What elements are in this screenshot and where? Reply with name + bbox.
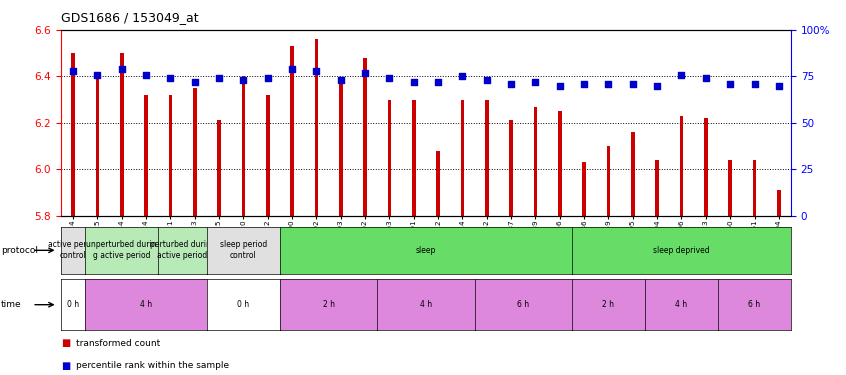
Bar (728, 160, 732, 216)
Text: 4 h: 4 h (140, 300, 152, 309)
Bar (168, 95, 173, 216)
Bar (193, 88, 196, 216)
Text: 2 h: 2 h (322, 300, 335, 309)
Bar (437, 151, 440, 216)
Bar (534, 106, 537, 216)
Text: sleep: sleep (415, 246, 437, 255)
Text: time: time (1, 300, 21, 309)
Bar (412, 100, 415, 216)
Point (748, 81, 761, 87)
Text: unperturbed durin
g active period: unperturbed durin g active period (86, 240, 157, 260)
Point (456, 74, 470, 80)
Text: 6 h: 6 h (749, 300, 761, 309)
Point (359, 70, 372, 76)
Text: protocol: protocol (1, 246, 38, 255)
Bar (290, 46, 294, 216)
Point (91, 72, 104, 78)
Text: ■: ■ (61, 361, 70, 370)
Bar (704, 118, 707, 216)
Point (699, 75, 712, 81)
Bar (607, 146, 610, 216)
Point (188, 79, 201, 85)
Point (407, 79, 420, 85)
Bar (96, 79, 99, 216)
Text: sleep period
control: sleep period control (220, 240, 267, 260)
Point (651, 83, 664, 89)
Bar (217, 120, 221, 216)
Bar (631, 132, 634, 216)
Bar (387, 100, 392, 216)
Text: 0 h: 0 h (67, 300, 80, 309)
Point (577, 81, 591, 87)
Point (212, 75, 226, 81)
Text: ■: ■ (61, 338, 70, 348)
Point (66, 68, 80, 74)
Bar (71, 53, 75, 216)
Bar (339, 81, 343, 216)
Point (553, 83, 567, 89)
Point (310, 68, 323, 74)
Bar (315, 39, 318, 216)
Point (626, 81, 640, 87)
Bar (753, 160, 756, 216)
Bar (558, 111, 562, 216)
Point (480, 77, 493, 83)
Bar (582, 162, 586, 216)
Bar (120, 53, 124, 216)
Text: 2 h: 2 h (602, 300, 614, 309)
Point (529, 79, 542, 85)
Text: perturbed during
active period: perturbed during active period (150, 240, 216, 260)
Point (504, 81, 518, 87)
Text: active period
control: active period control (48, 240, 98, 260)
Point (602, 81, 615, 87)
Text: transformed count: transformed count (76, 339, 161, 348)
Bar (363, 58, 367, 216)
Point (675, 72, 689, 78)
Text: GDS1686 / 153049_at: GDS1686 / 153049_at (61, 11, 199, 24)
Point (261, 75, 275, 81)
Bar (266, 95, 270, 216)
Text: sleep deprived: sleep deprived (653, 246, 710, 255)
Point (285, 66, 299, 72)
Point (140, 72, 153, 78)
Point (772, 83, 786, 89)
Point (163, 75, 177, 81)
Bar (242, 76, 245, 216)
Text: 4 h: 4 h (675, 300, 688, 309)
Bar (656, 160, 659, 216)
Text: 0 h: 0 h (238, 300, 250, 309)
Bar (679, 116, 684, 216)
Point (334, 77, 348, 83)
Bar (460, 100, 464, 216)
Bar (509, 120, 513, 216)
Bar (145, 95, 148, 216)
Point (237, 77, 250, 83)
Point (431, 79, 445, 85)
Point (115, 66, 129, 72)
Text: 6 h: 6 h (517, 300, 530, 309)
Point (723, 81, 737, 87)
Point (382, 75, 396, 81)
Bar (777, 190, 781, 216)
Text: 4 h: 4 h (420, 300, 432, 309)
Bar (485, 100, 489, 216)
Text: percentile rank within the sample: percentile rank within the sample (76, 361, 229, 370)
